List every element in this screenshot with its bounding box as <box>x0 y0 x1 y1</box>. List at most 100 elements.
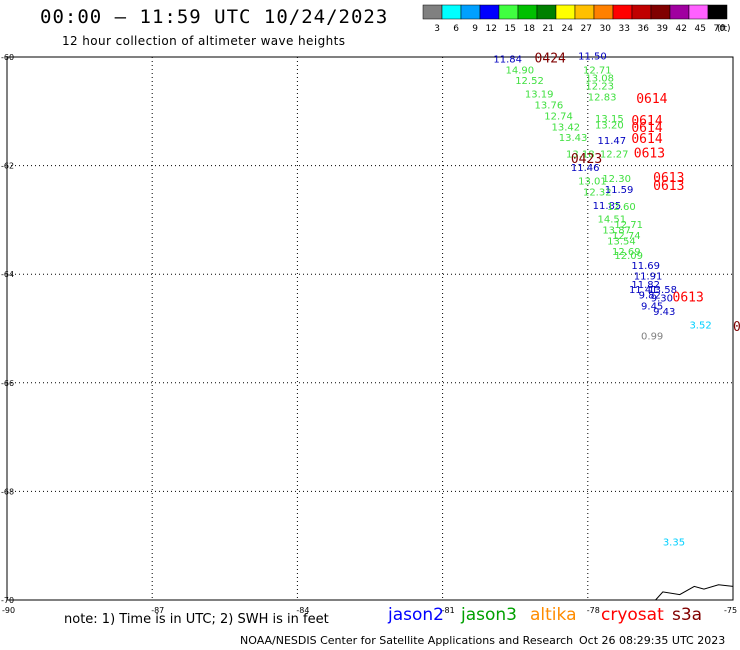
wave-height-label: 12.32 <box>583 187 612 198</box>
wave-height-label: 12.09 <box>614 251 643 262</box>
colorbar-label: 3 <box>434 24 440 34</box>
lon-tick-label: -87 <box>151 606 164 615</box>
wave-height-label: 9.43 <box>653 307 675 318</box>
wave-height-label: 11.84 <box>493 54 522 65</box>
colorbar-swatch <box>574 4 595 20</box>
wave-height-label: 11.82 <box>631 280 660 291</box>
wave-height-label: 12.83 <box>588 92 617 103</box>
pass-time-label: 0423 <box>571 152 602 167</box>
colorbar-label: 36 <box>638 24 650 34</box>
legend-cryosat: cryosat <box>601 605 664 625</box>
legend-jason3: jason3 <box>461 605 517 625</box>
pass-time-label: 0613 <box>673 290 704 305</box>
wave-height-label: 12.30 <box>602 174 631 185</box>
colorbar-swatch <box>536 4 557 20</box>
wave-height-label: 11.47 <box>597 136 626 147</box>
wave-height-label: 12.52 <box>515 76 544 87</box>
colorbar: 3 6 9 12 15 18 21 24 27 30 33 36 39 42 45 70(ft) <box>422 4 731 34</box>
colorbar-label: 6 <box>453 24 459 34</box>
wave-height-label: 14.51 <box>597 215 626 226</box>
lon-tick-label: -75 <box>724 606 737 615</box>
coastline-path <box>655 584 734 601</box>
wave-height-label: 11.41 <box>629 285 658 296</box>
colorbar-swatch <box>555 4 576 20</box>
wave-height-label: 3.52 <box>689 321 711 332</box>
colorbar-label: 70 <box>714 24 726 34</box>
colorbar-swatch <box>517 4 538 20</box>
lat-tick-label: -68 <box>1 487 14 496</box>
wave-height-label: 14.90 <box>506 65 535 76</box>
wave-height-label: 13.15 <box>595 114 624 125</box>
wave-height-label: 13.43 <box>559 133 588 144</box>
colorbar-swatch <box>422 4 443 20</box>
lon-tick-label: -78 <box>587 606 600 615</box>
pass-time-label: 0614 <box>636 92 667 107</box>
wave-height-label: 13.42 <box>552 122 581 133</box>
wave-height-label: 11.46 <box>571 163 600 174</box>
colorbar-label: 9 <box>472 24 478 34</box>
colorbar-label: 24 <box>562 24 574 34</box>
map-frame <box>6 56 734 601</box>
lat-tick-label: -70 <box>1 596 14 605</box>
colorbar-swatch <box>669 4 690 20</box>
wave-height-label: 12.69 <box>612 247 641 258</box>
credit-text: NOAA/NESDIS Center for Satellite Applica… <box>240 634 574 647</box>
wave-height-label: 13.08 <box>585 73 614 84</box>
colorbar-swatch <box>631 4 652 20</box>
wave-height-label: 13.20 <box>595 121 624 132</box>
colorbar-swatch <box>479 4 500 20</box>
colorbar-swatch <box>460 4 481 20</box>
lon-tick-label: -90 <box>2 606 15 615</box>
colorbar-swatch <box>612 4 633 20</box>
map-grid <box>7 57 733 600</box>
wave-height-label: 11.50 <box>578 52 607 63</box>
wave-height-label: 13.76 <box>535 101 564 112</box>
colorbar-swatch <box>688 4 709 20</box>
colorbar-label: 33 <box>619 24 630 34</box>
lon-tick-label: -84 <box>296 606 309 615</box>
colorbar-label: 30 <box>600 24 612 34</box>
lon-tick-label: -81 <box>442 606 455 615</box>
colorbar-swatch <box>707 4 728 20</box>
colorbar-label: 27 <box>581 24 592 34</box>
pass-time-label: 0422 <box>733 320 740 335</box>
colorbar-label: 21 <box>543 24 554 34</box>
colorbar-label: 45 <box>695 24 706 34</box>
lat-tick-label: -60 <box>1 53 14 62</box>
wave-height-label: 12.27 <box>600 149 629 160</box>
pass-time-label: 0613 <box>653 179 684 194</box>
wave-height-label: 3.35 <box>663 538 685 549</box>
wave-height-label: 13.19 <box>525 90 554 101</box>
colorbar-swatch <box>593 4 614 20</box>
wave-height-label: 11.69 <box>631 261 660 272</box>
lat-tick-label: -66 <box>1 379 14 388</box>
pass-time-label: 0613 <box>653 171 684 186</box>
legend-jason2: jason2 <box>388 605 444 625</box>
colorbar-swatch <box>650 4 671 20</box>
colorbar-label: 42 <box>676 24 687 34</box>
wave-height-label: 13.87 <box>602 225 631 236</box>
pass-time-label: 0614 <box>631 114 662 129</box>
axis-tick-labels: -60 -62 -64 -66 -68 -70-90 -87 -84 -81 -78 -75 <box>1 53 737 615</box>
wave-height-label: 9.82 <box>639 291 661 302</box>
wave-height-label: 13.01 <box>578 177 607 188</box>
generated-timestamp: Oct 26 08:29:35 UTC 2023 <box>579 634 726 647</box>
wave-height-label: 11.85 <box>593 201 622 212</box>
footer-note: note: 1) Time is in UTC; 2) SWH is in fe… <box>64 612 329 627</box>
colorbar-label: 18 <box>524 24 536 34</box>
colorbar-label: 39 <box>657 24 669 34</box>
colorbar-label: 15 <box>505 24 516 34</box>
pass-time-label: 0613 <box>634 146 665 161</box>
legend-s3a: s3a <box>672 605 703 625</box>
wave-height-label: 9.45 <box>641 301 663 312</box>
wave-height-label: 11.59 <box>605 185 634 196</box>
colorbar-swatch <box>441 4 462 20</box>
page-subtitle: 12 hour collection of altimeter wave hei… <box>62 34 346 48</box>
coastline <box>655 584 734 601</box>
colorbar-unit: (ft) <box>717 24 731 34</box>
wave-height-label: 12.60 <box>607 202 636 213</box>
wave-height-label: 9.30 <box>651 293 673 304</box>
wave-height-label: 12.74 <box>544 111 573 122</box>
